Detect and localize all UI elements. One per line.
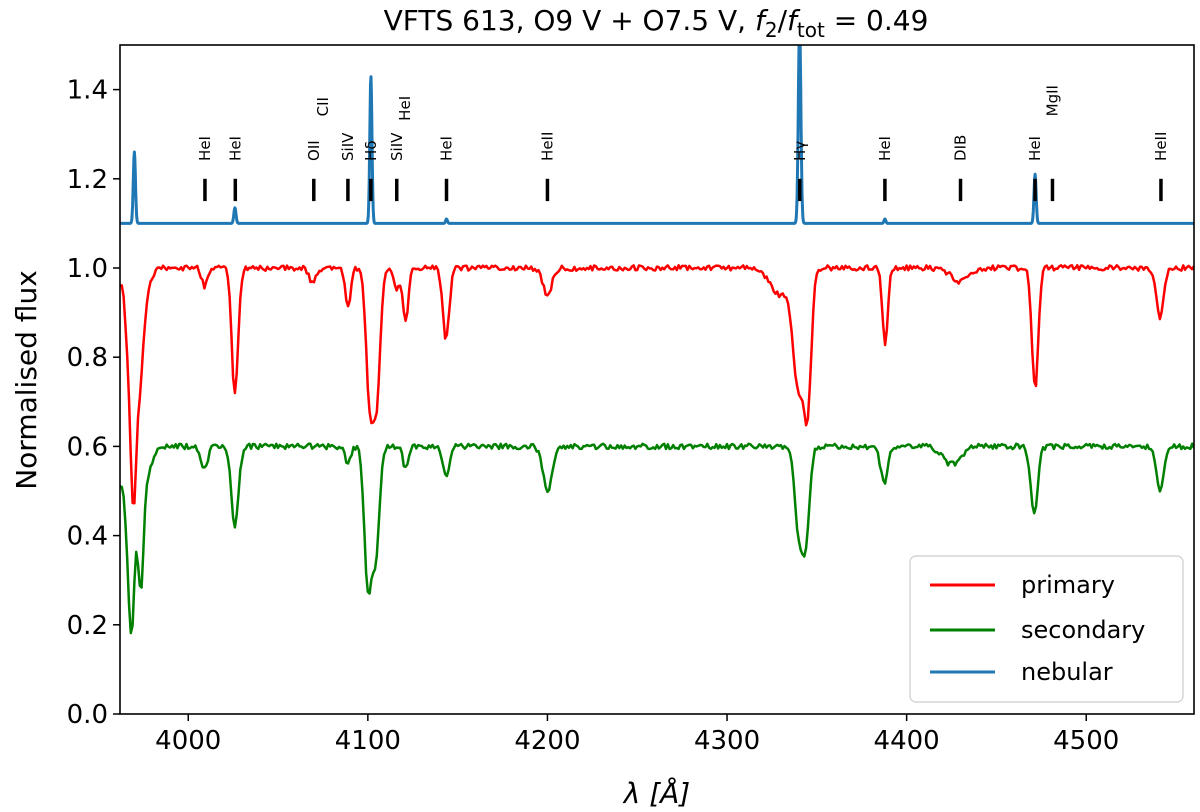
chart-title: VFTS 613, O9 V + O7.5 V, f2/ftot = 0.49 (384, 4, 929, 42)
x-axis: 4000 4100 4200 4300 4400 4500 (155, 714, 1119, 756)
line-label-8: HeI (438, 136, 456, 161)
line-label-13: HeI (1026, 136, 1044, 161)
line-label-1: HeI (226, 136, 244, 161)
line-label-15: HeII (1152, 132, 1170, 161)
line-label-11: HeI (876, 136, 894, 161)
y-tick-label-1: 0.2 (67, 611, 108, 641)
x-tick-label-4200: 4200 (514, 726, 580, 756)
legend-label-nebular: nebular (1021, 658, 1113, 686)
legend-label-primary: primary (1021, 571, 1115, 599)
plot-frame (119, 44, 1195, 715)
line-marker-layer: HeI HeI OII CII SiIV Hδ SiIV HeI HeI HeII Hγ HeI DIB… (196, 85, 1170, 202)
y-tick-label-5: 1.0 (67, 254, 108, 284)
line-label-10: Hγ (791, 141, 809, 161)
x-tick-label-4400: 4400 (874, 726, 940, 756)
y-tick-label-4: 0.8 (67, 343, 108, 373)
x-tick-label-4500: 4500 (1053, 726, 1119, 756)
series-primary (120, 264, 1194, 505)
y-tick-label-6: 1.2 (67, 165, 108, 195)
y-tick-label-7: 1.4 (67, 76, 108, 106)
line-label-12: DIB (952, 135, 970, 161)
line-label-2: OII (305, 140, 323, 161)
series-layer (120, 45, 1194, 635)
y-axis: 0.0 0.2 0.4 0.6 0.8 1.0 1.2 1.4 (67, 76, 120, 730)
line-label-6: SiIV (388, 132, 406, 161)
legend: primary secondary nebular (909, 555, 1184, 703)
y-tick-label-3: 0.6 (67, 432, 108, 462)
line-label-7: HeI (396, 96, 414, 121)
line-label-5: Hδ (362, 140, 380, 160)
y-tick-label-2: 0.4 (67, 522, 108, 552)
x-tick-label-4100: 4100 (335, 726, 401, 756)
series-secondary (120, 442, 1194, 635)
line-label-4: SiIV (339, 132, 357, 161)
y-tick-label-0: 0.0 (67, 700, 108, 730)
line-label-3: CII (314, 97, 332, 116)
x-tick-label-4000: 4000 (155, 726, 221, 756)
legend-label-secondary: secondary (1021, 616, 1145, 644)
line-label-0: HeI (196, 136, 214, 161)
x-tick-label-4300: 4300 (694, 726, 760, 756)
x-axis-label: λ [Å] (622, 776, 690, 810)
series-nebular (120, 45, 1194, 225)
line-label-9: HeII (538, 132, 556, 161)
legend-box (909, 555, 1184, 703)
y-axis-label: Normalised flux (10, 270, 43, 490)
line-label-14: MgII (1043, 85, 1061, 116)
